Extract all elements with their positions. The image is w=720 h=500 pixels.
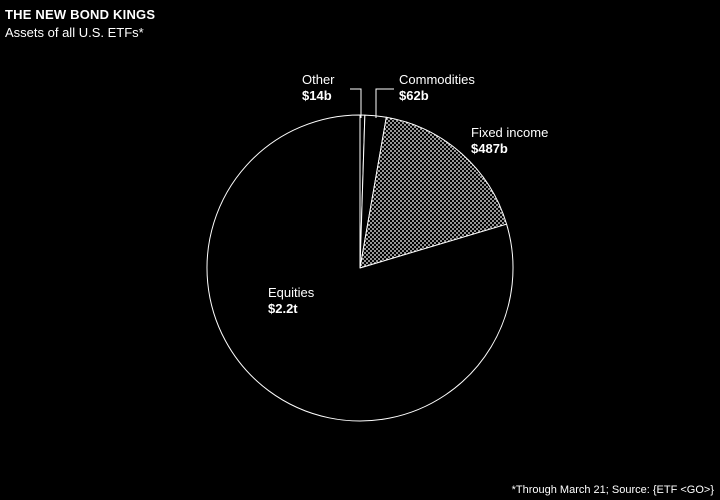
leader-line-other bbox=[350, 88, 362, 118]
footnote: *Through March 21; Source: {ETF <GO>} bbox=[511, 484, 714, 496]
slice-labels: Other$14b Commodities$62b Fixed income$487… bbox=[268, 72, 548, 316]
leader-lines bbox=[350, 88, 394, 118]
chart-title: THE NEW BOND KINGS bbox=[5, 7, 156, 22]
slice-value-commodities: $62b bbox=[399, 88, 429, 103]
chart-subtitle: Assets of all U.S. ETFs* bbox=[5, 25, 144, 40]
pie-slice-equities bbox=[206, 114, 514, 422]
leader-line-commodities bbox=[375, 88, 394, 118]
slice-name-fixed-income: Fixed income bbox=[471, 125, 548, 140]
pie-slice-fixed-income bbox=[359, 116, 508, 269]
pie-slices bbox=[206, 114, 514, 422]
slice-value-other: $14b bbox=[302, 88, 332, 103]
slice-name-equities: Equities bbox=[268, 285, 315, 300]
slice-value-fixed-income: $487b bbox=[471, 141, 508, 156]
slice-name-other: Other bbox=[302, 72, 335, 87]
slice-value-equities: $2.2t bbox=[268, 301, 298, 316]
slice-name-commodities: Commodities bbox=[399, 72, 475, 87]
